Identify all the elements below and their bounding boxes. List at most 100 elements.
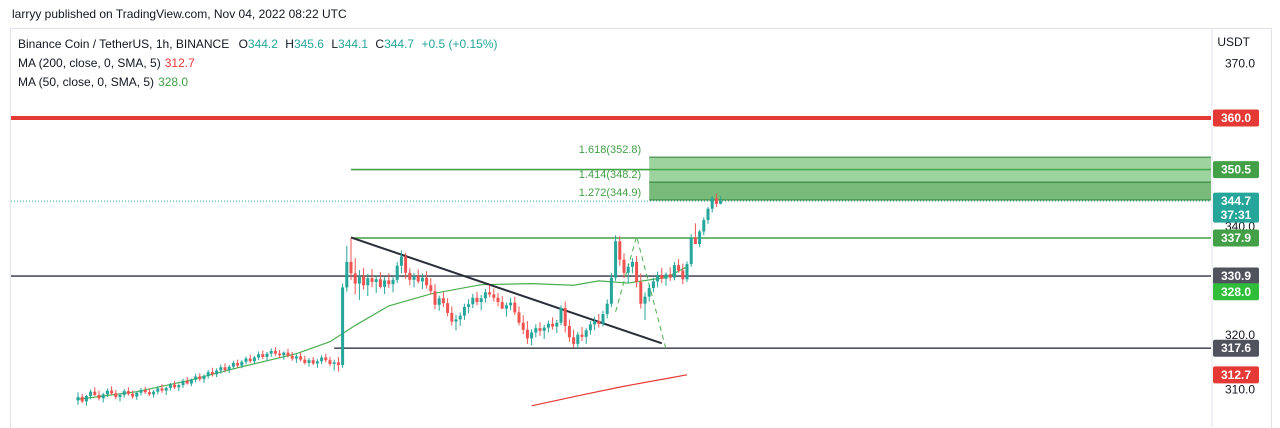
candle-body bbox=[105, 390, 109, 395]
price-tag bbox=[1213, 192, 1259, 223]
candle-body bbox=[139, 390, 143, 393]
candle-body bbox=[500, 302, 504, 309]
candle-body bbox=[475, 297, 479, 303]
price-tag-label: 350.5 bbox=[1221, 163, 1251, 177]
candle-body bbox=[181, 380, 185, 386]
ohlc-close: 344.7 bbox=[384, 37, 415, 51]
candle-body bbox=[269, 350, 273, 354]
candle-body bbox=[294, 356, 298, 359]
candle-body bbox=[391, 279, 395, 285]
fib-zone-lower bbox=[649, 182, 1211, 200]
fib-level-label: 1.618(352.8) bbox=[579, 144, 641, 156]
candle-body bbox=[252, 357, 256, 362]
candle-body bbox=[467, 304, 471, 307]
candle-body bbox=[584, 330, 588, 337]
candle-body bbox=[710, 198, 714, 209]
candle-body bbox=[261, 354, 265, 357]
candle-body bbox=[420, 277, 424, 282]
candle-body bbox=[534, 328, 538, 333]
price-tag bbox=[1213, 339, 1259, 357]
candle-body bbox=[290, 355, 294, 359]
candle-body bbox=[202, 375, 206, 380]
candle-body bbox=[521, 322, 525, 330]
candle-body bbox=[412, 276, 416, 280]
candle-body bbox=[702, 220, 706, 232]
chart-frame bbox=[10, 28, 1272, 428]
fib-level-label: 1.272(344.9) bbox=[579, 187, 641, 199]
candle-body bbox=[282, 352, 286, 356]
candle-body bbox=[328, 360, 332, 364]
currency-label[interactable]: USDT bbox=[1217, 35, 1250, 49]
candle-body bbox=[97, 394, 101, 399]
ohlc-high-label: H bbox=[285, 37, 294, 51]
candle-body bbox=[437, 298, 441, 305]
candle-body bbox=[273, 350, 277, 354]
legend-ma200-row[interactable]: MA (200, close, 0, SMA, 5) 312.7 bbox=[18, 54, 498, 73]
price-tag bbox=[1213, 229, 1259, 247]
candle-body bbox=[454, 319, 458, 322]
candle-body bbox=[370, 278, 374, 282]
legend-symbol-row: Binance Coin / TetherUS, 1h, BINANCE O34… bbox=[18, 35, 498, 54]
candle-body bbox=[240, 361, 244, 366]
price-tag bbox=[1213, 109, 1259, 127]
candle-body bbox=[651, 281, 655, 288]
candle-body bbox=[122, 391, 126, 395]
candle-body bbox=[404, 256, 408, 273]
candle-body bbox=[156, 388, 160, 392]
y-tick-label: 310.0 bbox=[1225, 383, 1255, 397]
candle-body bbox=[173, 384, 177, 388]
price-tag bbox=[1213, 267, 1259, 285]
symbol-label[interactable]: Binance Coin / TetherUS, 1h, BINANCE bbox=[18, 37, 230, 51]
candle-body bbox=[513, 302, 517, 313]
candle-body bbox=[530, 332, 534, 339]
candle-body bbox=[152, 391, 156, 395]
candle-body bbox=[307, 360, 311, 363]
candle-body bbox=[378, 279, 382, 287]
ma200-line bbox=[531, 374, 688, 407]
candle-body bbox=[357, 276, 361, 284]
candle-body bbox=[496, 297, 500, 303]
candle-body bbox=[362, 276, 366, 286]
ohlc-change: +0.5 (+0.15%) bbox=[421, 37, 498, 51]
candle-body bbox=[639, 281, 643, 304]
candle-body bbox=[185, 380, 189, 384]
candle-body bbox=[341, 287, 345, 366]
price-tag bbox=[1213, 161, 1259, 179]
price-tag-label: 328.0 bbox=[1221, 285, 1251, 299]
candle-body bbox=[286, 352, 290, 356]
candle-body bbox=[605, 303, 609, 315]
candle-body bbox=[597, 321, 601, 324]
candle-body bbox=[160, 388, 164, 391]
candle-body bbox=[660, 274, 664, 279]
candle-body bbox=[656, 274, 660, 282]
candle-body bbox=[353, 273, 357, 284]
ohlc-open: 344.2 bbox=[247, 37, 278, 51]
candle-body bbox=[349, 261, 353, 274]
price-tag-label: 312.7 bbox=[1221, 368, 1251, 382]
candle-body bbox=[429, 285, 433, 292]
candle-body bbox=[168, 384, 172, 388]
ohlc-close-label: C bbox=[375, 37, 385, 51]
candle-body bbox=[576, 334, 580, 344]
candle-body bbox=[299, 356, 303, 360]
candle-body bbox=[630, 261, 634, 267]
candle-body bbox=[231, 362, 235, 367]
legend-ma50-row[interactable]: MA (50, close, 0, SMA, 5) 328.0 bbox=[18, 73, 498, 92]
candle-body bbox=[303, 359, 307, 363]
candle-body bbox=[698, 231, 702, 244]
descending-trendline bbox=[350, 236, 663, 345]
candle-body bbox=[101, 394, 105, 399]
candle-body bbox=[546, 323, 550, 328]
candle-body bbox=[693, 237, 697, 244]
ma50-label: MA (50, close, 0, SMA, 5) bbox=[18, 75, 155, 89]
ohlc-high: 345.6 bbox=[293, 37, 324, 51]
candle-body bbox=[483, 292, 487, 299]
candle-body bbox=[89, 391, 93, 397]
candle-body bbox=[336, 362, 340, 366]
candle-body bbox=[517, 312, 521, 323]
candle-body bbox=[542, 327, 546, 331]
candle-body bbox=[551, 323, 555, 327]
candle-body bbox=[488, 292, 492, 295]
price-tag-label: 360.0 bbox=[1221, 111, 1251, 125]
